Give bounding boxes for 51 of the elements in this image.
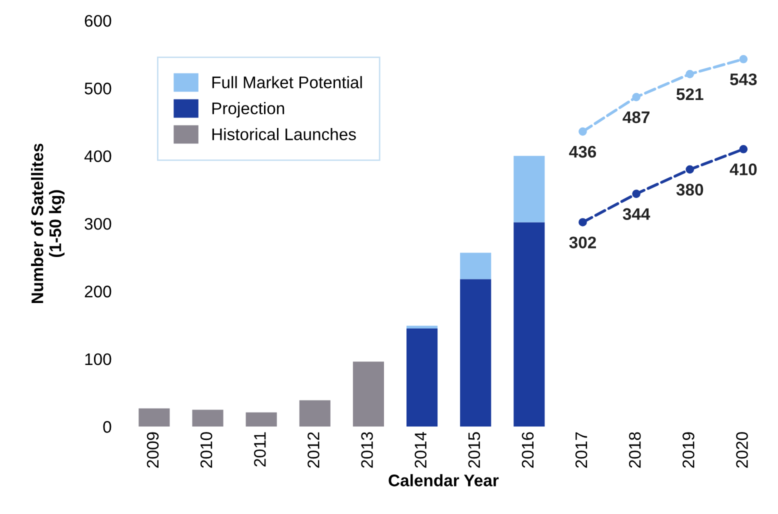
bar [138, 408, 170, 427]
data-label: 410 [730, 163, 757, 176]
x-tick-label: 2009 [146, 432, 159, 468]
bar [406, 328, 438, 427]
x-axis-title: Calendar Year [388, 474, 499, 486]
y-tick-label: 400 [84, 150, 112, 162]
bar [406, 326, 438, 328]
point [578, 218, 587, 226]
y-axis-title: Number of Satellites (1-50 kg) [31, 144, 65, 304]
data-label: 487 [622, 111, 650, 124]
point [686, 70, 694, 78]
x-tick-label: 2016 [522, 432, 534, 468]
data-label: 436 [569, 146, 596, 158]
data-label: 380 [676, 184, 704, 196]
y-tick-label: 0 [103, 421, 112, 433]
x-tick-label: 2018 [628, 432, 641, 468]
bar [246, 412, 277, 427]
x-tick-label: 2013 [361, 432, 373, 468]
data-label: 344 [622, 208, 650, 220]
point [632, 190, 640, 198]
x-tick-label: 2015 [468, 432, 480, 468]
point [632, 92, 640, 102]
x-tick-label: 2020 [736, 432, 748, 468]
x-tick-label: 2011 [254, 432, 266, 466]
bar [514, 156, 545, 222]
x-tick-label: 2019 [682, 432, 694, 468]
point [686, 165, 694, 174]
y-tick-label: 100 [85, 353, 112, 366]
bar [514, 222, 545, 427]
data-label: 302 [569, 236, 596, 248]
data-label: 543 [730, 73, 757, 86]
bar [352, 362, 384, 427]
point [578, 127, 587, 136]
point [739, 144, 748, 154]
bar [299, 400, 330, 427]
point [739, 54, 748, 64]
x-tick-label: 2017 [575, 432, 588, 468]
bar [460, 279, 492, 427]
legend-label: Historical Launches [212, 128, 356, 140]
y-tick-label: 600 [84, 14, 112, 27]
x-tick-label: 2012 [308, 432, 320, 468]
bar [460, 252, 492, 280]
legend-label: Projection [212, 102, 284, 118]
data-label: 521 [676, 88, 704, 100]
y-tick-label: 500 [84, 82, 112, 94]
bar [192, 410, 224, 427]
x-tick-label: 2010 [200, 432, 212, 468]
y-tick-label: 200 [84, 286, 112, 298]
legend-label: Full Market Potential [212, 76, 362, 88]
y-tick-label: 300 [84, 218, 112, 230]
x-tick-label: 2014 [414, 432, 427, 468]
